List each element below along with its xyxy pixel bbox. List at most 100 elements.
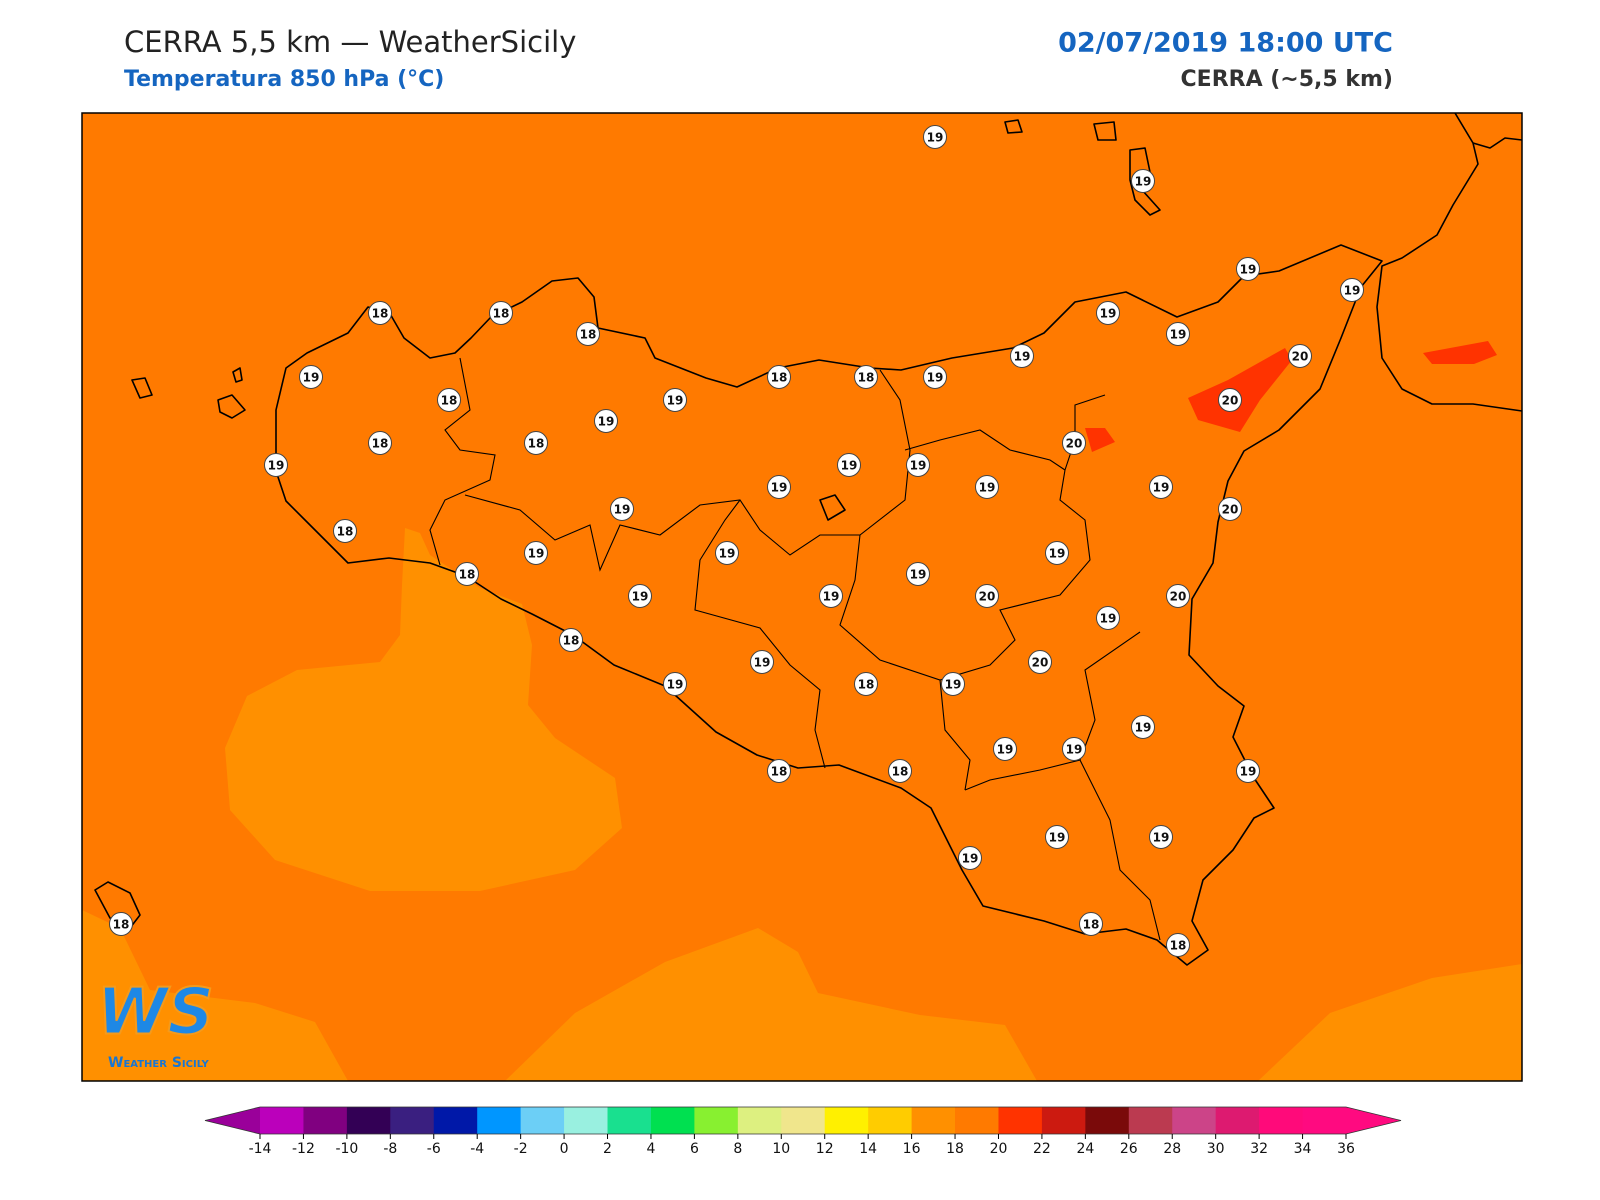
station-marker: [559, 628, 583, 652]
station-marker: [610, 497, 634, 521]
colorbar-bin: [868, 1107, 913, 1134]
station-marker: [1340, 278, 1364, 302]
colorbar-bin: [694, 1107, 739, 1134]
station-value: 18: [1170, 939, 1187, 953]
station-marker: [1218, 497, 1242, 521]
station-value: 20: [1292, 350, 1309, 364]
colorbar-bin: [824, 1107, 869, 1134]
colorbar-tick-label: 8: [733, 1141, 742, 1157]
station-value: 20: [1222, 503, 1239, 517]
logo: WS Weather Sicily: [96, 975, 215, 1071]
station-value: 19: [1153, 831, 1170, 845]
province-border: [1079, 759, 1161, 941]
station-value: 19: [910, 459, 927, 473]
subtitle: Temperatura 850 hPa (°C): [124, 67, 444, 92]
station-value: 19: [614, 503, 631, 517]
station-marker: [299, 365, 323, 389]
colorbar-tick-label: -2: [514, 1141, 528, 1157]
station-marker: [906, 453, 930, 477]
colorbar-tick-label: 12: [816, 1141, 834, 1157]
station-value: 19: [962, 852, 979, 866]
station-value: 18: [337, 525, 354, 539]
station-value: 19: [927, 371, 944, 385]
colorbar-tick-label: 32: [1250, 1141, 1268, 1157]
field-20-22: [1423, 341, 1497, 364]
colorbar-bin: [781, 1107, 826, 1134]
station-marker: [854, 672, 878, 696]
island: [819, 494, 846, 521]
colorbar-tick-label: -12: [292, 1141, 315, 1157]
station-value: 19: [1100, 612, 1117, 626]
station-value: 19: [1014, 350, 1031, 364]
station-value: 18: [493, 307, 510, 321]
station-marker: [1166, 322, 1190, 346]
station-value: 19: [1135, 721, 1152, 735]
colorbar-tick-label: -10: [335, 1141, 358, 1157]
station-value: 20: [979, 590, 996, 604]
colorbar-bin: [1085, 1107, 1130, 1134]
title: CERRA 5,5 km — WeatherSicily: [124, 25, 576, 59]
station-marker: [1131, 715, 1155, 739]
station-marker: [489, 301, 513, 325]
station-value: 19: [979, 481, 996, 495]
station-marker: [941, 672, 965, 696]
colorbar-bin: [607, 1107, 652, 1134]
colorbar-tick-label: 2: [603, 1141, 612, 1157]
station-marker: [1096, 301, 1120, 325]
colorbar-tick-label: -8: [383, 1141, 397, 1157]
station-value: 19: [841, 459, 858, 473]
station-value: 20: [1032, 656, 1049, 670]
colorbar-bin: [955, 1107, 999, 1134]
station-marker: [975, 475, 999, 499]
station-value: 18: [372, 437, 389, 451]
station-marker: [767, 759, 791, 783]
station-marker: [1236, 759, 1260, 783]
station-marker: [1288, 344, 1312, 368]
colorbar-bin: [911, 1107, 956, 1134]
colorbar-bin: [1259, 1107, 1304, 1134]
province-border: [429, 357, 496, 566]
colorbar: -14 -12 -10 -8 -6 -4 -2 0 2 4 6 8 10 12 14 16 18 20 22 24 26…: [204, 1106, 1402, 1157]
station-marker: [1028, 650, 1052, 674]
station-marker: [837, 453, 861, 477]
station-value: 19: [1240, 765, 1257, 779]
colorbar-bin: [1302, 1107, 1347, 1134]
station-value: 19: [303, 371, 320, 385]
logo-caption: Weather Sicily: [108, 1055, 210, 1071]
station-marker: [1236, 257, 1260, 281]
island: [1129, 147, 1161, 216]
colorbar-tick-label: -14: [249, 1141, 272, 1157]
station-value: 19: [997, 743, 1014, 757]
colorbar-bin: [650, 1107, 695, 1134]
datetime: 02/07/2019 18:00 UTC: [1058, 28, 1393, 59]
colorbar-bin: [1215, 1107, 1260, 1134]
station-marker: [1149, 825, 1173, 849]
logo-mark: WS: [97, 976, 214, 1050]
colorbar-bin: [520, 1107, 565, 1134]
map-frame: [81, 112, 1523, 1082]
station-marker: [628, 584, 652, 608]
station-marker: [993, 737, 1017, 761]
field-16-18: [505, 928, 1037, 1081]
station-layer: 19 19 19 19 18 18 18 19 19 20 19 19 18 18 19 18 19 20 19 18…: [109, 125, 1364, 957]
island: [131, 377, 153, 399]
station-value: 19: [1049, 831, 1066, 845]
colorbar-tick-label: 34: [1294, 1141, 1312, 1157]
station-marker: [437, 388, 461, 412]
station-marker: [663, 672, 687, 696]
station-value: 18: [441, 394, 458, 408]
colorbar-tick-label: 22: [1033, 1141, 1051, 1157]
station-value: 18: [113, 918, 130, 932]
station-value: 19: [1049, 547, 1066, 561]
station-marker: [368, 301, 392, 325]
station-marker: [524, 541, 548, 565]
station-marker: [455, 562, 479, 586]
field-20-22: [1188, 348, 1292, 432]
colorbar-tick-label: 28: [1163, 1141, 1181, 1157]
colorbar-bin: [390, 1107, 435, 1134]
colorbar-bin: [346, 1107, 391, 1134]
station-marker: [1010, 344, 1034, 368]
station-marker: [906, 562, 930, 586]
